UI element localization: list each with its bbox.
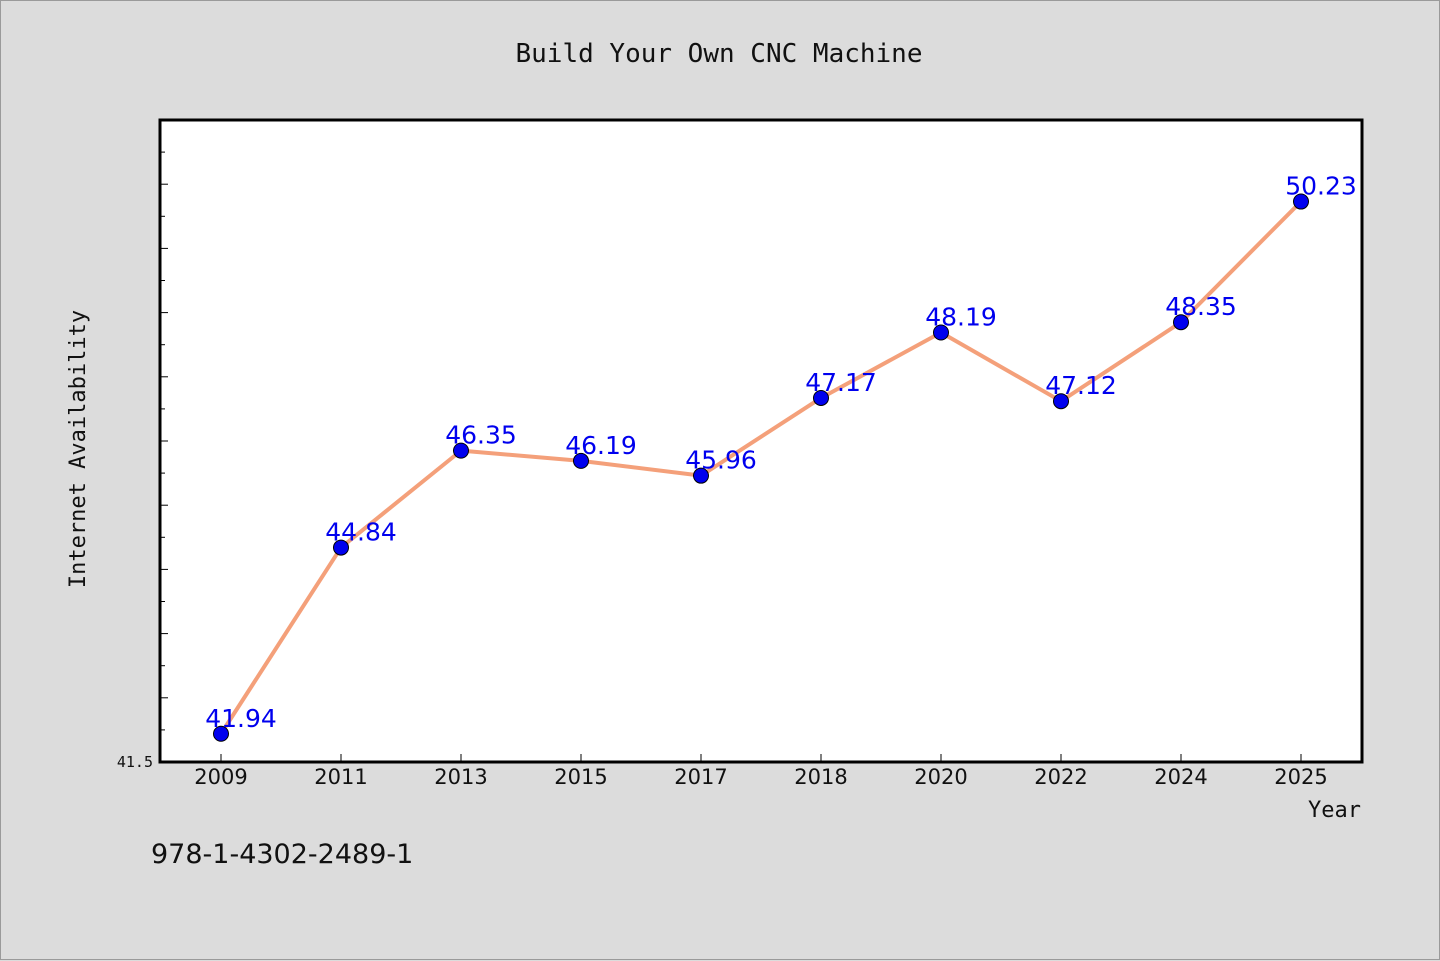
x-axis-label: Year: [1308, 798, 1361, 823]
data-label: 50.23: [1285, 172, 1357, 201]
data-label: 45.96: [685, 446, 757, 475]
data-point: [813, 389, 829, 406]
data-point: [1053, 393, 1069, 410]
chart-title: Build Your Own CNC Machine: [516, 39, 923, 69]
data-point: [1173, 314, 1189, 331]
data-label: 47.17: [805, 368, 877, 397]
x-tick-label: 2015: [554, 765, 607, 789]
x-tick-label: 2009: [194, 765, 247, 789]
data-point: [1293, 193, 1309, 210]
data-label: 46.35: [445, 421, 517, 450]
data-labels: 41.94 44.84 46.35 46.19 45.96 47.17 48.19 47.12…: [205, 172, 1357, 733]
x-axis-tick-labels: 2009 2011 2013 2015 2017 2018 2020 2022 2024 2025: [194, 765, 1327, 789]
x-tick-label: 2024: [1154, 765, 1207, 789]
data-label: 44.84: [325, 518, 397, 547]
x-tick-label: 2017: [674, 765, 727, 789]
x-tick-label: 2018: [794, 765, 847, 789]
footnote: 978-1-4302-2489-1: [151, 839, 413, 870]
data-point: [693, 467, 709, 484]
x-tick-label: 2022: [1034, 765, 1087, 789]
x-axis-ticks: [220, 754, 1302, 762]
data-label: 46.19: [565, 431, 637, 460]
y-axis-ticks: [160, 151, 168, 731]
plot-area: [158, 118, 1364, 764]
series-line: [219, 200, 1303, 735]
data-point: [213, 725, 229, 742]
data-label: 48.35: [1165, 292, 1237, 321]
data-point: [333, 539, 349, 556]
x-tick-label: 2020: [914, 765, 967, 789]
x-tick-label: 2025: [1274, 765, 1327, 789]
data-label: 48.19: [925, 303, 997, 332]
data-point: [933, 324, 949, 341]
series-markers: [213, 193, 1309, 742]
data-point: [573, 452, 589, 469]
x-tick-label: 2011: [314, 765, 367, 789]
data-point: [453, 442, 469, 459]
y-axis-min-label: 41.5: [117, 753, 153, 771]
data-label: 41.94: [205, 704, 277, 733]
y-axis-label: Internet Availability: [66, 310, 91, 588]
data-label: 47.12: [1045, 371, 1117, 400]
x-tick-label: 2013: [434, 765, 487, 789]
